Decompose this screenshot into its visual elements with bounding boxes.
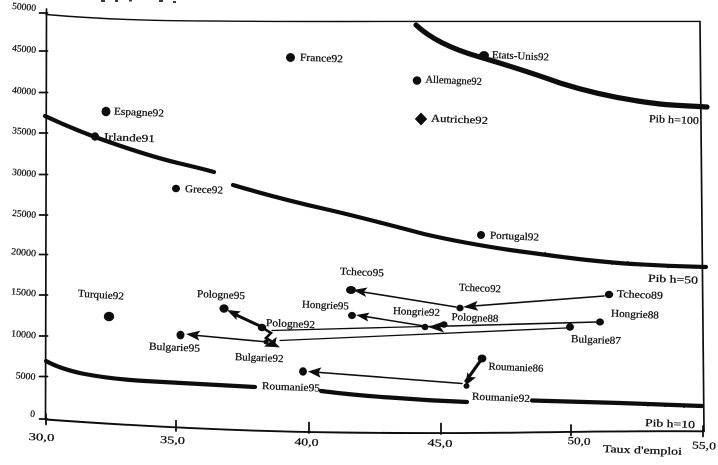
svg-text:45000: 45000 [12, 44, 37, 56]
svg-text:Tcheco89: Tcheco89 [617, 289, 663, 302]
svg-text:Bulgarie95: Bulgarie95 [149, 342, 200, 355]
svg-text:15000: 15000 [11, 287, 37, 299]
svg-text:Bulgarie92: Bulgarie92 [235, 352, 284, 365]
svg-text:0: 0 [30, 410, 36, 420]
svg-text:5000: 5000 [15, 371, 36, 383]
svg-text:Pologne88: Pologne88 [451, 312, 498, 325]
svg-text:Grece92: Grece92 [185, 184, 223, 197]
svg-text:Pib h=50: Pib h=50 [648, 274, 698, 287]
svg-text:Roumanie92: Roumanie92 [472, 392, 530, 406]
svg-text:Autriche92: Autriche92 [431, 114, 488, 127]
svg-text:Bulgarie87: Bulgarie87 [571, 334, 621, 347]
svg-text:30,0: 30,0 [28, 432, 55, 444]
svg-text:Roumanie95: Roumanie95 [262, 381, 320, 395]
svg-text:Taux d'emploi: Taux d'emploi [603, 444, 682, 458]
svg-text:45,0: 45,0 [427, 438, 453, 450]
svg-text:40000: 40000 [12, 86, 37, 98]
svg-text:Espagne92: Espagne92 [114, 107, 164, 120]
svg-text:Roumanie86: Roumanie86 [488, 362, 543, 375]
svg-text:Pologne95: Pologne95 [197, 289, 245, 302]
svg-text:50,0: 50,0 [567, 436, 591, 448]
svg-text:25000: 25000 [12, 209, 37, 221]
svg-text:35,0: 35,0 [160, 435, 186, 447]
svg-text:Irlande91: Irlande91 [104, 132, 155, 145]
svg-text:Hongrie88: Hongrie88 [611, 309, 659, 322]
svg-text:20000: 20000 [11, 247, 37, 259]
svg-text:Pib h=10: Pib h=10 [645, 418, 695, 431]
svg-text:40,0: 40,0 [294, 437, 319, 449]
svg-text:55,0: 55,0 [692, 440, 717, 452]
svg-text:Etats-Unis92: Etats-Unis92 [492, 50, 549, 63]
svg-text:Hongrie95: Hongrie95 [302, 300, 349, 313]
svg-text:Turquie92: Turquie92 [78, 289, 125, 303]
svg-text:30000: 30000 [12, 168, 37, 180]
svg-text:Pib h=100: Pib h=100 [649, 114, 699, 127]
svg-text:Portugal92: Portugal92 [490, 231, 539, 244]
svg-text:Tcheco95: Tcheco95 [340, 267, 384, 280]
svg-text:50000: 50000 [12, 2, 37, 14]
svg-text:10000: 10000 [11, 329, 37, 341]
svg-text:Tcheco92: Tcheco92 [459, 283, 501, 296]
svg-text:France92: France92 [300, 53, 343, 66]
svg-text:Allemagne92: Allemagne92 [425, 75, 482, 88]
svg-text:35000: 35000 [12, 126, 37, 138]
svg-text:Pologne92: Pologne92 [266, 318, 315, 331]
svg-text:Hongrie92: Hongrie92 [393, 306, 440, 319]
